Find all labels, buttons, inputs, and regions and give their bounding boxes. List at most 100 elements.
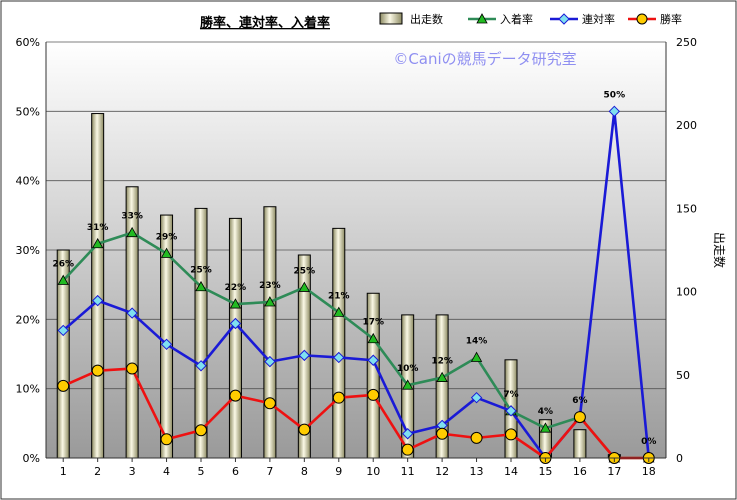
data-point [160, 338, 173, 351]
y-left-tick-label: 50% [16, 105, 40, 118]
data-labels-group: 26% 31% 33% 29% 25% 22% 23% 25% 21% 17% 10% 12% 14% 7… [52, 90, 656, 447]
data-point [332, 391, 345, 404]
x-tick-label: 7 [266, 465, 273, 478]
data-label: 12% [431, 357, 453, 367]
data-point [539, 422, 552, 433]
data-point [505, 428, 517, 441]
bar [194, 207, 208, 459]
data-point [401, 428, 414, 440]
legend-swatch-bar [379, 12, 403, 25]
x-tick-label: 8 [301, 465, 308, 478]
data-label: 26% [52, 260, 74, 270]
data-point [436, 371, 448, 382]
bar [332, 227, 346, 459]
data-label: 25% [294, 266, 316, 276]
data-point [160, 433, 173, 446]
data-label: 4% [538, 407, 553, 417]
x-tick-label: 3 [129, 465, 136, 478]
data-label: 33% [121, 212, 143, 222]
y-right-axis-label: 出走数 [712, 232, 727, 268]
data-point [608, 105, 621, 118]
x-tick-label: 14 [504, 465, 518, 478]
legend: 出走数 入着率 連対率 勝率 [379, 12, 682, 26]
x-tick-label: 6 [232, 465, 239, 478]
data-point [195, 424, 207, 437]
data-point [573, 411, 586, 424]
gridlines [46, 41, 666, 390]
data-point [367, 332, 379, 344]
data-label: 0% [641, 437, 656, 447]
data-point [470, 391, 483, 404]
series-line [62, 367, 649, 460]
x-tick-label: 10 [366, 465, 380, 478]
y-left-tick-label: 60% [16, 36, 40, 49]
x-tick-label: 18 [642, 465, 656, 478]
data-point [126, 307, 138, 319]
data-point [91, 294, 104, 307]
data-label: 17% [362, 318, 384, 328]
data-point [264, 296, 276, 307]
x-tick-label: 15 [538, 465, 552, 478]
data-point [57, 379, 70, 392]
x-tick-label: 2 [94, 465, 101, 478]
data-point [470, 431, 483, 444]
legend-marker [636, 13, 648, 25]
x-tick-label: 9 [335, 465, 342, 478]
y-right-tick-label: 50 [676, 369, 690, 382]
data-point [436, 427, 449, 440]
data-point [298, 281, 311, 292]
bar [91, 113, 105, 459]
data-point [91, 237, 104, 249]
x-tick-label: 1 [60, 465, 67, 478]
y-left-tick-label: 20% [16, 313, 40, 326]
legend-label: 出走数 [410, 12, 443, 26]
data-point [57, 324, 69, 337]
y-right-tick-label: 0 [676, 452, 683, 465]
data-label: 50% [604, 90, 626, 100]
bar [263, 206, 277, 459]
data-point [160, 247, 173, 258]
data-label: 31% [87, 223, 109, 233]
x-tick-label: 12 [435, 465, 449, 478]
y-right-tick-label: 100 [676, 286, 697, 299]
data-label: 25% [190, 266, 212, 276]
markers-group [57, 105, 655, 464]
watermark: ©Caniの競馬データ研究室 [393, 50, 576, 68]
legend-marker [476, 13, 488, 24]
data-point [229, 317, 242, 330]
lines-group [62, 110, 651, 460]
legend-marker [558, 13, 570, 25]
chart-title: 勝率、連対率、入着率 [200, 15, 330, 31]
x-tick-label: 4 [163, 465, 170, 478]
x-tick-label: 16 [573, 465, 587, 478]
data-point [505, 405, 517, 417]
data-point [470, 351, 483, 362]
data-label: 7% [503, 390, 518, 400]
data-label: 21% [328, 291, 350, 301]
data-point [195, 280, 207, 292]
data-label: 6% [572, 396, 587, 406]
data-label: 23% [259, 281, 281, 291]
legend-label: 連対率 [582, 12, 615, 26]
data-point [264, 355, 276, 368]
data-point [333, 351, 345, 364]
y-left-tick-label: 0% [23, 452, 40, 465]
series-line [62, 231, 649, 460]
legend-label: 入着率 [500, 12, 533, 26]
x-tick-label: 13 [470, 465, 484, 478]
data-point [263, 397, 276, 410]
y-right-tick-label: 250 [676, 36, 697, 49]
data-point [91, 364, 104, 377]
legend-label: 勝率 [660, 12, 682, 26]
data-label: 14% [466, 336, 488, 346]
data-point [298, 423, 311, 436]
data-point [57, 274, 69, 285]
y-left-tick-label: 30% [16, 244, 40, 257]
y-left-tick-label: 40% [16, 175, 40, 188]
x-tick-label: 11 [401, 465, 415, 478]
y-left-tick-label: 10% [16, 383, 40, 396]
data-label: 29% [156, 232, 178, 242]
data-point [195, 360, 207, 372]
